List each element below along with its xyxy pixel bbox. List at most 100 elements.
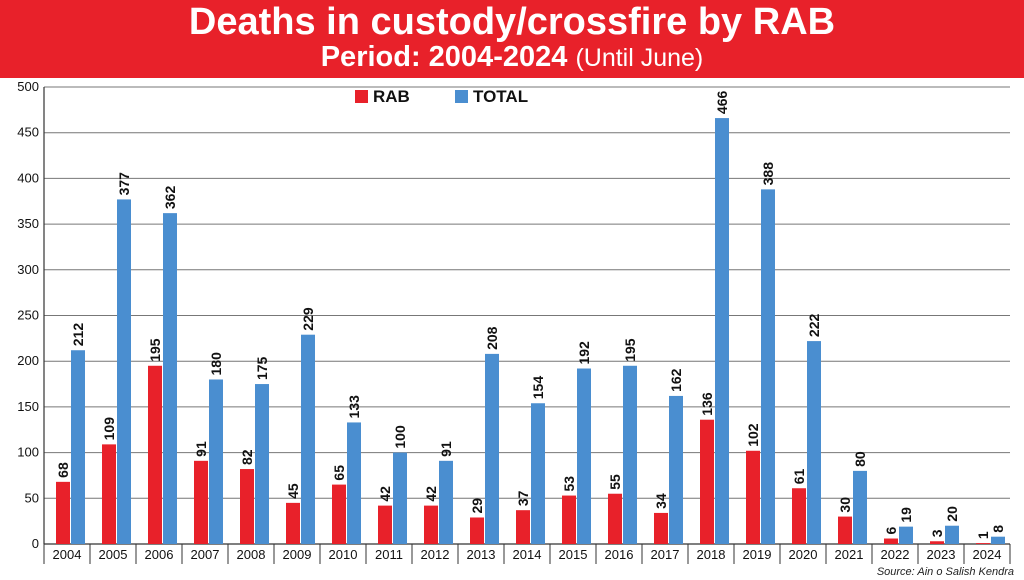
x-tick-label: 2022 — [881, 547, 910, 562]
data-label-total: 388 — [760, 162, 776, 186]
x-tick-label: 2009 — [283, 547, 312, 562]
bar-total — [899, 526, 913, 544]
y-tick-label: 500 — [17, 79, 39, 94]
bar-rab — [838, 516, 852, 544]
bar-total — [715, 118, 729, 545]
bar-total — [71, 350, 85, 544]
bar-total — [853, 470, 867, 544]
data-label-rab: 109 — [101, 417, 117, 441]
bar-total — [945, 525, 959, 544]
legend-swatch-total — [455, 90, 468, 103]
data-label-rab: 68 — [55, 462, 71, 478]
x-tick-label: 2007 — [191, 547, 220, 562]
bar-rab — [884, 538, 898, 544]
x-tick-label: 2020 — [789, 547, 818, 562]
legend-label-rab: RAB — [373, 87, 410, 106]
y-tick-label: 250 — [17, 308, 39, 323]
data-label-total: 466 — [714, 91, 730, 115]
data-label-total: 377 — [116, 172, 132, 196]
chart-title: Deaths in custody/crossfire by RAB — [188, 1, 836, 43]
data-label-rab: 195 — [147, 338, 163, 362]
bar-total — [807, 341, 821, 544]
data-label-total: 208 — [484, 326, 500, 350]
bar-rab — [424, 505, 438, 544]
x-tick-label: 2012 — [421, 547, 450, 562]
bar-total — [991, 536, 1005, 544]
data-label-rab: 65 — [331, 465, 347, 481]
bar-total — [623, 365, 637, 544]
data-label-rab: 61 — [791, 468, 807, 484]
subtitle-period: Period: 2004-2024 — [320, 41, 568, 73]
y-tick-label: 400 — [17, 170, 39, 185]
data-label-rab: 3 — [929, 529, 945, 537]
bar-total — [485, 353, 499, 544]
bar-total — [255, 384, 269, 544]
legend-swatch-rab — [355, 90, 368, 103]
bar-rab — [332, 484, 346, 544]
subtitle-note: (Until June) — [575, 44, 704, 72]
x-tick-label: 2011 — [375, 547, 403, 562]
bar-rab — [608, 493, 622, 544]
bar-total — [393, 452, 407, 544]
bar-chart: 0 50 100 150 200 250 300 350 400 450 500 2004 2005 20… — [17, 79, 1011, 564]
x-tick-label: 2019 — [743, 547, 772, 562]
bar-rab — [700, 419, 714, 544]
y-tick-label: 200 — [17, 353, 39, 368]
data-label-rab: 1 — [975, 531, 991, 539]
bar-total — [209, 379, 223, 544]
data-label-rab: 55 — [607, 474, 623, 490]
data-label-rab: 102 — [745, 423, 761, 447]
data-label-total: 362 — [162, 186, 178, 210]
bar-rab — [378, 505, 392, 544]
data-label-total: 20 — [944, 506, 960, 522]
bar-total — [347, 422, 361, 544]
data-label-rab: 82 — [239, 449, 255, 465]
data-label-rab: 136 — [699, 392, 715, 416]
data-label-total: 192 — [576, 341, 592, 365]
y-tick-label: 0 — [32, 536, 39, 551]
data-label-rab: 6 — [883, 527, 899, 535]
bar-total — [669, 395, 683, 544]
data-label-total: 195 — [622, 338, 638, 362]
bar-rab — [930, 541, 944, 544]
data-label-rab: 37 — [515, 490, 531, 506]
x-tick-label: 2005 — [99, 547, 128, 562]
bar-rab — [654, 512, 668, 544]
source-note: Source: Ain o Salish Kendra — [876, 566, 1014, 578]
bar-total — [761, 189, 775, 545]
data-label-total: 229 — [300, 307, 316, 331]
legend-label-total: TOTAL — [473, 87, 528, 106]
data-label-total: 133 — [346, 395, 362, 419]
x-tick-label: 2006 — [145, 547, 174, 562]
x-tick-label: 2010 — [329, 547, 358, 562]
y-tick-label: 450 — [17, 125, 39, 140]
y-tick-label: 350 — [17, 216, 39, 231]
bar-rab — [102, 444, 116, 544]
bar-total — [117, 199, 131, 544]
data-label-rab: 91 — [193, 441, 209, 457]
x-tick-label: 2014 — [513, 547, 542, 562]
bar-rab — [562, 495, 576, 544]
bar-rab — [746, 450, 760, 544]
bar-total — [301, 334, 315, 544]
data-label-total: 222 — [806, 314, 822, 338]
data-label-rab: 45 — [285, 483, 301, 499]
bar-total — [439, 460, 453, 544]
chart-subtitle: Period: 2004-2024 (Until June) — [0, 40, 1024, 75]
bar-rab — [792, 488, 806, 544]
x-tick-label: 2017 — [651, 547, 680, 562]
bar-rab — [56, 481, 70, 544]
bar-rab — [470, 517, 484, 544]
x-tick-label: 2024 — [973, 547, 1002, 562]
data-label-rab: 53 — [561, 476, 577, 492]
data-label-total: 175 — [254, 356, 270, 380]
data-label-rab: 30 — [837, 497, 853, 513]
x-tick-label: 2015 — [559, 547, 588, 562]
x-tick-label: 2023 — [927, 547, 956, 562]
bar-total — [577, 368, 591, 544]
data-label-rab: 34 — [653, 493, 669, 509]
x-tick-label: 2016 — [605, 547, 634, 562]
data-label-total: 154 — [530, 376, 546, 400]
data-label-total: 8 — [990, 525, 1006, 533]
bar-total — [531, 403, 545, 544]
